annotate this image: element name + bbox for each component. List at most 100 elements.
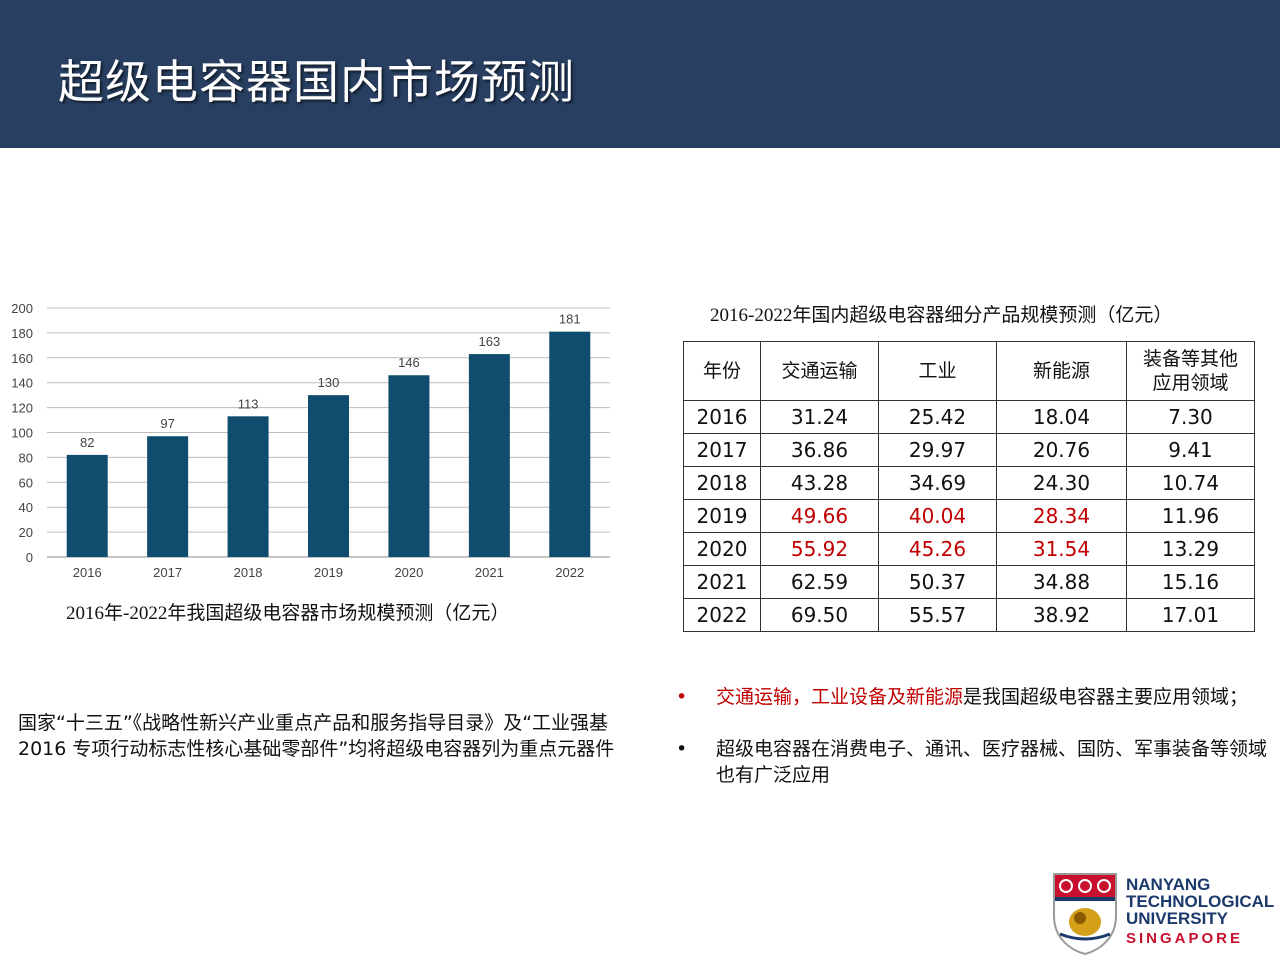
table-cell-value: 55.57 [878,598,997,632]
table-cell-value: 49.66 [760,499,879,533]
bar [388,375,430,557]
bar [308,395,349,557]
data-label: 130 [318,375,340,390]
x-tick-label: 2016 [73,565,102,580]
y-tick-label: 180 [11,326,33,341]
bullet-list: • 交通运输，工业设备及新能源是我国超级电容器主要应用领域； • 超级电容器在消… [676,684,1276,788]
table-cell-value: 17.01 [1126,598,1255,632]
header-year: 年份 [683,341,761,401]
table-header-row: 年份 交通运输 工业 新能源 装备等其他应用领域 [683,341,1255,401]
table-row: 2021 62.59 50.37 34.88 15.16 [683,565,1255,599]
x-tick-label: 2021 [475,565,504,580]
data-label: 146 [398,355,420,370]
header-new-energy: 新能源 [996,341,1127,401]
y-tick-label: 60 [19,475,33,490]
table-cell-value: 40.04 [878,499,997,533]
y-tick-label: 40 [19,500,33,515]
bullet-item-other-applications: • 超级电容器在消费电子、通讯、医疗器械、国防、军事装备等领域也有广泛应用 [676,736,1276,788]
table-cell-value: 43.28 [760,466,879,500]
table-cell-year: 2018 [683,466,761,500]
data-label: 163 [479,334,501,349]
chart-caption: 2016年-2022年我国超级电容器市场规模预测（亿元） [66,603,510,624]
y-tick-label: 120 [11,401,33,416]
logo-line-4: SINGAPORE [1126,930,1244,947]
table-cell-year: 2022 [683,598,761,632]
table-cell-value: 20.76 [996,433,1127,467]
ntu-crest-icon [1053,873,1117,956]
page-title: 超级电容器国内市场预测 [58,55,575,109]
ntu-logo: NANYANG TECHNOLOGICAL UNIVERSITY SINGAPO… [1052,872,1278,956]
table-cell-value: 24.30 [996,466,1127,500]
table-cell-value: 29.97 [878,433,997,467]
table-cell-value: 18.04 [996,400,1127,434]
segment-forecast-table: 年份 交通运输 工业 新能源 装备等其他应用领域 2016 31.24 25.42 1… [683,341,1255,632]
bar [147,436,189,557]
table-cell-value: 38.92 [996,598,1127,632]
y-tick-label: 140 [11,376,33,391]
table-title: 2016-2022年国内超级电容器细分产品规模预测（亿元） [710,305,1173,326]
logo-line-1: NANYANG [1126,875,1211,894]
table-cell-value: 31.24 [760,400,879,434]
header-transport: 交通运输 [760,341,879,401]
x-tick-label: 2018 [234,565,263,580]
table-cell-value: 15.16 [1126,565,1255,599]
table-cell-value: 9.41 [1126,433,1255,467]
bullet-item-main-applications: • 交通运输，工业设备及新能源是我国超级电容器主要应用领域； [676,684,1276,710]
logo-line-2: TECHNOLOGICAL [1126,892,1275,911]
bullet-highlight: 交通运输，工业设备及新能源 [716,686,964,708]
table-cell-value: 10.74 [1126,466,1255,500]
x-tick-label: 2020 [394,565,423,580]
table-row: 2016 31.24 25.42 18.04 7.30 [683,400,1255,434]
data-label: 97 [160,416,174,431]
header-bar: 超级电容器国内市场预测 [0,0,1280,148]
x-tick-label: 2022 [555,565,584,580]
bar [227,416,269,557]
x-tick-label: 2019 [314,565,343,580]
y-tick-label: 80 [19,450,33,465]
table-cell-year: 2016 [683,400,761,434]
market-size-bar-chart: 0 20 40 60 80 100 120 140 160 180 200 82 2016 97 2017 1… [11,301,610,580]
table-row: 2018 43.28 34.69 24.30 10.74 [683,466,1255,500]
table-row: 2022 69.50 55.57 38.92 17.01 [683,598,1255,632]
table-cell-year: 2021 [683,565,761,599]
policy-paragraph: 国家“十三五”《战略性新兴产业重点产品和服务指导目录》及“工业强基 2016 专… [18,712,615,760]
bar [549,331,591,557]
data-label: 82 [80,435,94,450]
y-tick-label: 200 [11,301,33,316]
y-tick-label: 100 [11,426,33,441]
header-industry: 工业 [878,341,997,401]
table-cell-year: 2019 [683,499,761,533]
bullet-marker: • [676,738,688,760]
data-label: 181 [559,312,581,327]
table-cell-value: 7.30 [1126,400,1255,434]
header-equipment-other: 装备等其他应用领域 [1126,341,1255,401]
table-row: 2019 49.66 40.04 28.34 11.96 [683,499,1255,533]
table-row: 2017 36.86 29.97 20.76 9.41 [683,433,1255,467]
bar [468,354,510,557]
table-row: 2020 55.92 45.26 31.54 13.29 [683,532,1255,566]
bar [66,454,108,557]
data-label: 113 [238,396,259,411]
table-cell-value: 25.42 [878,400,997,434]
table-cell-value: 55.92 [760,532,879,566]
table-cell-year: 2020 [683,532,761,566]
table-body: 2016 31.24 25.42 18.04 7.30 2017 36.86 29.97 20.… [683,400,1255,632]
table-cell-value: 34.69 [878,466,997,500]
table-cell-value: 31.54 [996,532,1127,566]
bullet-text: 超级电容器在消费电子、通讯、医疗器械、国防、军事装备等领域也有广泛应用 [716,738,1268,786]
y-tick-label: 20 [19,525,33,540]
bullet-marker: • [676,686,688,708]
table-cell-value: 62.59 [760,565,879,599]
table-cell-value: 50.37 [878,565,997,599]
logo-line-3: UNIVERSITY [1126,909,1229,928]
x-tick-label: 2017 [153,565,182,580]
table-cell-value: 11.96 [1126,499,1255,533]
table-cell-value: 69.50 [760,598,879,632]
table-cell-value: 34.88 [996,565,1127,599]
table-cell-year: 2017 [683,433,761,467]
table-cell-value: 45.26 [878,532,997,566]
y-tick-label: 0 [26,550,33,565]
y-tick-label: 160 [11,351,33,366]
table-cell-value: 28.34 [996,499,1127,533]
table-cell-value: 13.29 [1126,532,1255,566]
